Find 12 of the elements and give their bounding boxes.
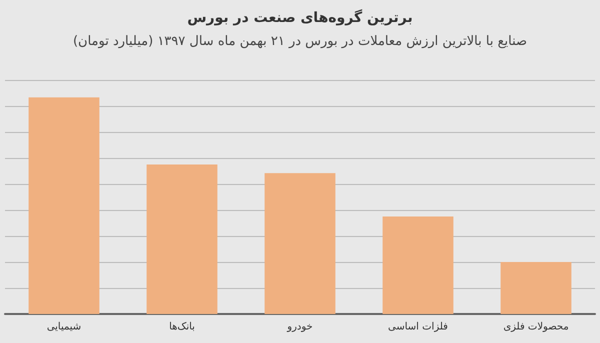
bar (28, 97, 100, 314)
x-tick-label: خودرو (286, 322, 313, 332)
bar (382, 216, 454, 314)
bar (500, 262, 572, 314)
x-tick-label: شیمیایی (46, 322, 82, 332)
bar (264, 173, 336, 314)
bar (146, 164, 218, 314)
x-tick-label: بانک‌ها (169, 322, 195, 332)
chart-subtitle: صنایع با بالاترین ارزش معاملات در بورس در ۲۱ بهمن ماه سال ۱۳۹۷ (میلیارد تومان) (72, 34, 528, 49)
chart-title: برترین گروه‌های صنعت در بورس (187, 9, 413, 26)
x-tick-label: محصولات فلزی (503, 322, 569, 332)
x-tick-label: فلزات اساسی (388, 322, 448, 332)
